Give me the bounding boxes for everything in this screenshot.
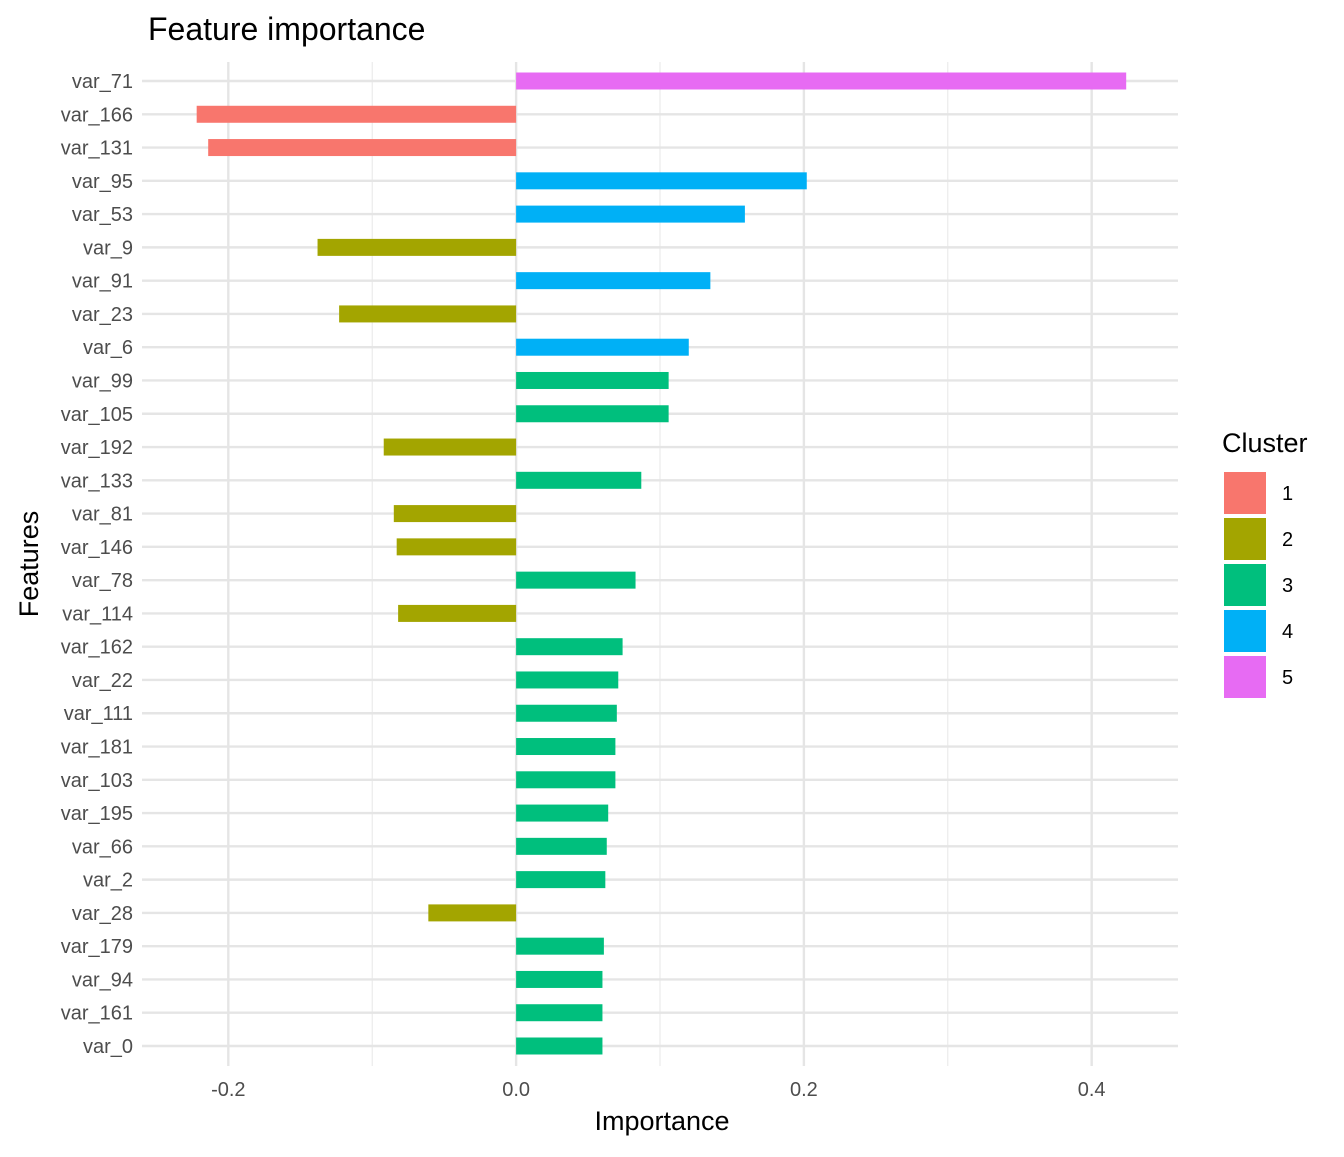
legend-label-3: 3 <box>1282 575 1293 597</box>
y-tick-label: var_114 <box>62 603 133 625</box>
y-tick-label: var_6 <box>83 337 133 359</box>
x-tick-label: -0.2 <box>211 1079 245 1101</box>
bar-var_91 <box>516 272 711 290</box>
y-tick-label: var_105 <box>61 404 133 426</box>
bar-var_161 <box>516 1004 603 1022</box>
y-tick-label: var_133 <box>61 470 133 492</box>
legend-label-5: 5 <box>1282 667 1293 689</box>
bar-var_166 <box>196 105 517 123</box>
y-tick-label: var_146 <box>61 537 133 559</box>
y-tick-label: var_195 <box>61 803 133 825</box>
bar-var_81 <box>393 505 517 523</box>
bar-layer <box>196 72 1127 1055</box>
bar-var_66 <box>516 837 607 855</box>
y-tick-label: var_179 <box>61 936 133 958</box>
bar-var_23 <box>339 305 517 323</box>
y-tick-label: var_66 <box>72 836 133 858</box>
y-tick-label: var_94 <box>72 969 133 991</box>
x-axis-title: Importance <box>594 1106 729 1136</box>
y-tick-label: var_81 <box>72 504 133 526</box>
legend-key-4 <box>1224 610 1266 652</box>
legend-title: Cluster <box>1222 428 1308 458</box>
legend-label-2: 2 <box>1282 529 1293 551</box>
bar-var_103 <box>516 771 616 789</box>
y-tick-label: var_2 <box>83 870 133 892</box>
bar-var_28 <box>428 904 517 922</box>
y-tick-label: var_111 <box>64 703 133 725</box>
y-tick-label: var_22 <box>72 670 133 692</box>
bar-var_133 <box>516 471 642 489</box>
bar-var_146 <box>396 538 517 556</box>
legend-key-3 <box>1224 564 1266 606</box>
bar-var_94 <box>516 970 603 988</box>
x-tick-label: 0.0 <box>502 1079 530 1101</box>
legend-key-1 <box>1224 472 1266 514</box>
y-tick-label: var_28 <box>72 903 133 925</box>
chart-title: Feature importance <box>148 11 425 47</box>
legend-key-2 <box>1224 518 1266 560</box>
y-tick-label: var_131 <box>61 138 133 160</box>
y-tick-label: var_181 <box>61 737 133 759</box>
x-tick-label: 0.2 <box>790 1079 818 1101</box>
bar-var_179 <box>516 937 604 955</box>
y-tick-labels: var_71 var_166 var_131 var_95 var_53 var_9var… <box>61 71 133 1058</box>
y-tick-label: var_95 <box>72 171 133 193</box>
bar-var_6 <box>516 338 689 356</box>
bar-var_78 <box>516 571 636 589</box>
bar-var_105 <box>516 405 669 423</box>
bar-var_71 <box>516 72 1127 90</box>
y-tick-label: var_71 <box>72 71 133 93</box>
bar-var_111 <box>516 704 617 722</box>
y-tick-label: var_103 <box>61 770 133 792</box>
bar-var_0 <box>516 1037 603 1055</box>
y-axis-title: Features <box>14 511 44 618</box>
y-tick-label: var_192 <box>61 437 133 459</box>
y-tick-label: var_162 <box>61 637 133 659</box>
bar-var_53 <box>516 205 745 223</box>
y-tick-label: var_53 <box>72 204 133 226</box>
y-tick-label: var_166 <box>61 104 133 126</box>
y-tick-label: var_161 <box>61 1003 133 1025</box>
x-tick-label: 0.4 <box>1078 1079 1106 1101</box>
legend: Cluster 1 2 3 4 5 <box>1222 428 1308 698</box>
y-tick-label: var_99 <box>72 370 133 392</box>
legend-label-4: 4 <box>1282 621 1293 643</box>
bar-var_181 <box>516 738 616 756</box>
bar-var_114 <box>398 604 517 622</box>
legend-label-1: 1 <box>1282 483 1293 505</box>
bar-var_9 <box>317 238 517 256</box>
bar-var_22 <box>516 671 619 689</box>
bar-var_192 <box>383 438 517 456</box>
bar-var_99 <box>516 371 669 389</box>
bar-var_162 <box>516 638 623 656</box>
x-tick-labels: -0.2 0.0 0.2 0.4 <box>211 1079 1105 1101</box>
bar-var_2 <box>516 871 606 889</box>
legend-key-5 <box>1224 656 1266 698</box>
y-tick-label: var_9 <box>83 237 133 259</box>
bar-var_95 <box>516 172 807 190</box>
y-tick-label: var_0 <box>83 1036 133 1058</box>
bar-var_195 <box>516 804 609 822</box>
y-tick-label: var_91 <box>72 271 133 293</box>
y-tick-label: var_78 <box>72 570 133 592</box>
bar-var_131 <box>208 139 517 157</box>
y-tick-label: var_23 <box>72 304 133 326</box>
